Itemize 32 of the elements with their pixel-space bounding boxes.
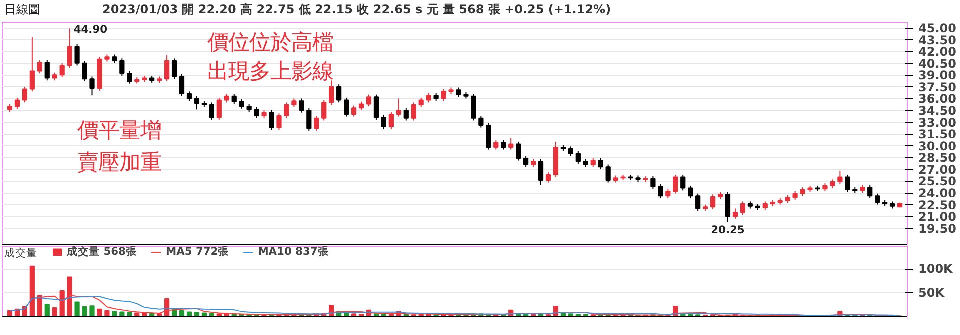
y-tick-label: 36.00 bbox=[918, 92, 956, 106]
y-tick-label: 50K bbox=[918, 286, 946, 300]
y-tick-label: 19.50 bbox=[918, 222, 956, 236]
y-tick-label: 27.00 bbox=[918, 162, 956, 177]
y-tick-label: 28.50 bbox=[918, 151, 956, 166]
annotation: 賣壓加重 bbox=[78, 150, 162, 176]
y-axis-title: 成交量 bbox=[4, 246, 38, 260]
y-tick-label: 22.50 bbox=[918, 198, 956, 212]
annotation: 出現多上影線 bbox=[208, 60, 334, 84]
y-tick-label: 24.00 bbox=[918, 186, 956, 201]
y-tick-label: 31.50 bbox=[918, 128, 956, 142]
legend-label: MA5 772張 bbox=[166, 245, 230, 259]
y-tick-label: 33.00 bbox=[918, 116, 956, 130]
annotation: 44.90 bbox=[74, 22, 108, 36]
y-tick-label: 25.50 bbox=[918, 174, 956, 189]
annotation: 價位位於高檔 bbox=[208, 30, 334, 56]
annotation: 20.25 bbox=[711, 223, 745, 236]
y-tick-label: 40.50 bbox=[918, 56, 956, 71]
y-tick-label: 100K bbox=[918, 262, 954, 276]
chart-subtitle: 2023/01/03 開 22.20 高 22.75 低 22.15 收 22.65 s 元 量 568 張 +0.25 (+1.12%) bbox=[102, 2, 612, 16]
y-tick-label: 21.00 bbox=[918, 210, 956, 224]
y-tick-label: 37.50 bbox=[918, 80, 956, 94]
legend-label: 成交量 568張 bbox=[67, 245, 137, 259]
y-tick-label: 39.00 bbox=[918, 68, 956, 83]
y-tick-label: 34.50 bbox=[918, 104, 956, 118]
chart-title: 日線圖 bbox=[4, 2, 40, 16]
y-tick-label: 43.50 bbox=[918, 33, 956, 48]
annotation: 價平量增 bbox=[78, 118, 162, 144]
legend-label: MA10 837張 bbox=[258, 245, 329, 259]
y-tick-label: 45.00 bbox=[918, 22, 956, 36]
y-tick-label: 42.00 bbox=[918, 45, 956, 60]
y-tick-label: 30.00 bbox=[918, 139, 956, 154]
